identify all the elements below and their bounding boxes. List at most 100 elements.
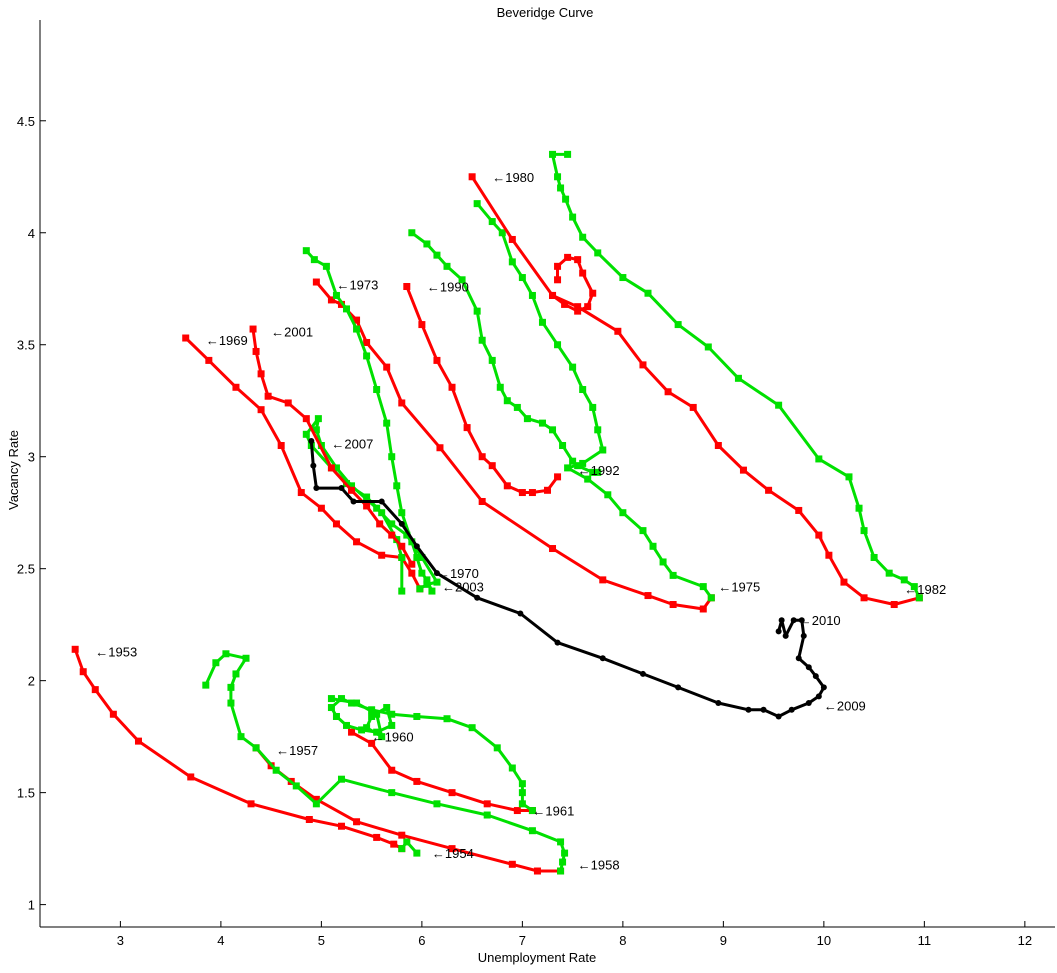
data-point <box>413 777 421 785</box>
data-point <box>388 453 396 461</box>
data-point <box>664 388 672 396</box>
data-point <box>398 399 406 407</box>
year-annotation: ←1953 <box>95 645 137 660</box>
data-point <box>815 455 823 463</box>
year-annotation: ←2001 <box>271 324 313 339</box>
data-point <box>403 838 411 846</box>
data-point <box>518 274 526 282</box>
data-point <box>348 728 356 736</box>
data-point <box>659 558 667 566</box>
data-point <box>488 356 496 364</box>
expansion-segment-11 <box>302 247 436 595</box>
data-point <box>870 553 878 561</box>
data-point <box>765 486 773 494</box>
data-point <box>413 543 420 550</box>
data-point <box>518 489 526 497</box>
data-point <box>639 361 647 369</box>
data-point <box>302 247 310 255</box>
data-point <box>383 419 391 427</box>
data-point <box>398 831 406 839</box>
data-point <box>363 352 371 360</box>
data-point <box>292 782 300 790</box>
data-point <box>134 737 142 745</box>
data-point <box>599 655 606 662</box>
data-point <box>707 594 715 602</box>
y-tick-label: 2.5 <box>17 562 35 577</box>
data-point <box>436 444 444 452</box>
data-point <box>408 538 416 546</box>
data-point <box>383 363 391 371</box>
recent-segment-17 <box>308 438 827 720</box>
data-point <box>302 415 310 423</box>
data-point <box>277 442 285 450</box>
data-point <box>337 695 345 703</box>
data-point <box>815 531 823 539</box>
data-point <box>187 773 195 781</box>
data-point <box>503 482 511 490</box>
data-point <box>343 721 351 729</box>
data-point <box>890 601 898 609</box>
expansion-segment-13 <box>408 229 602 476</box>
data-point <box>448 789 456 797</box>
year-annotation: ←1960 <box>372 730 414 745</box>
data-point <box>549 545 557 553</box>
data-point <box>312 800 320 808</box>
year-annotation: ←1970 <box>437 566 479 581</box>
data-point <box>314 415 322 423</box>
data-point <box>388 531 396 539</box>
data-point <box>488 462 496 470</box>
data-point <box>378 733 386 741</box>
data-point <box>508 860 516 868</box>
data-point <box>599 446 607 454</box>
data-point <box>443 262 451 270</box>
data-point <box>825 551 833 559</box>
data-point <box>388 766 396 774</box>
recession-line <box>551 255 595 313</box>
data-point <box>332 464 340 472</box>
data-point <box>468 724 476 732</box>
data-point <box>310 256 318 264</box>
data-point <box>257 370 265 378</box>
data-point <box>584 303 592 311</box>
x-tick-label: 5 <box>318 933 325 948</box>
recent-line <box>309 440 826 718</box>
data-point <box>745 706 752 713</box>
data-point <box>579 233 587 241</box>
data-point <box>518 780 526 788</box>
recession-segment-0 <box>71 645 406 853</box>
data-point <box>795 655 802 662</box>
x-tick-label: 12 <box>1018 933 1032 948</box>
x-tick-label: 4 <box>217 933 224 948</box>
data-point <box>398 845 406 853</box>
x-axis-ticks: 3 4 5 6 7 8 9 10 11 12 <box>117 921 1032 948</box>
data-point <box>845 473 853 481</box>
data-point <box>312 426 320 434</box>
data-point <box>212 659 220 667</box>
data-point <box>337 775 345 783</box>
data-point <box>589 468 597 476</box>
year-annotation: ←1973 <box>336 277 378 292</box>
recession-segment-15 <box>549 253 597 315</box>
data-point <box>820 684 827 691</box>
data-point <box>812 673 819 680</box>
data-point <box>714 442 722 450</box>
data-point <box>398 509 406 517</box>
data-point <box>915 594 923 602</box>
y-tick-label: 3.5 <box>17 338 35 353</box>
data-point <box>517 610 524 617</box>
data-point <box>408 560 416 568</box>
data-point <box>247 800 255 808</box>
data-point <box>348 699 356 707</box>
data-point <box>704 343 712 351</box>
data-point <box>508 235 516 243</box>
data-point <box>368 706 376 714</box>
data-point <box>675 684 682 691</box>
data-point <box>363 493 371 501</box>
data-point <box>232 383 240 391</box>
data-point <box>554 341 562 349</box>
year-annotation: ←1961 <box>532 804 574 819</box>
data-point <box>416 585 424 593</box>
data-point <box>249 325 257 333</box>
x-tick-label: 8 <box>619 933 626 948</box>
